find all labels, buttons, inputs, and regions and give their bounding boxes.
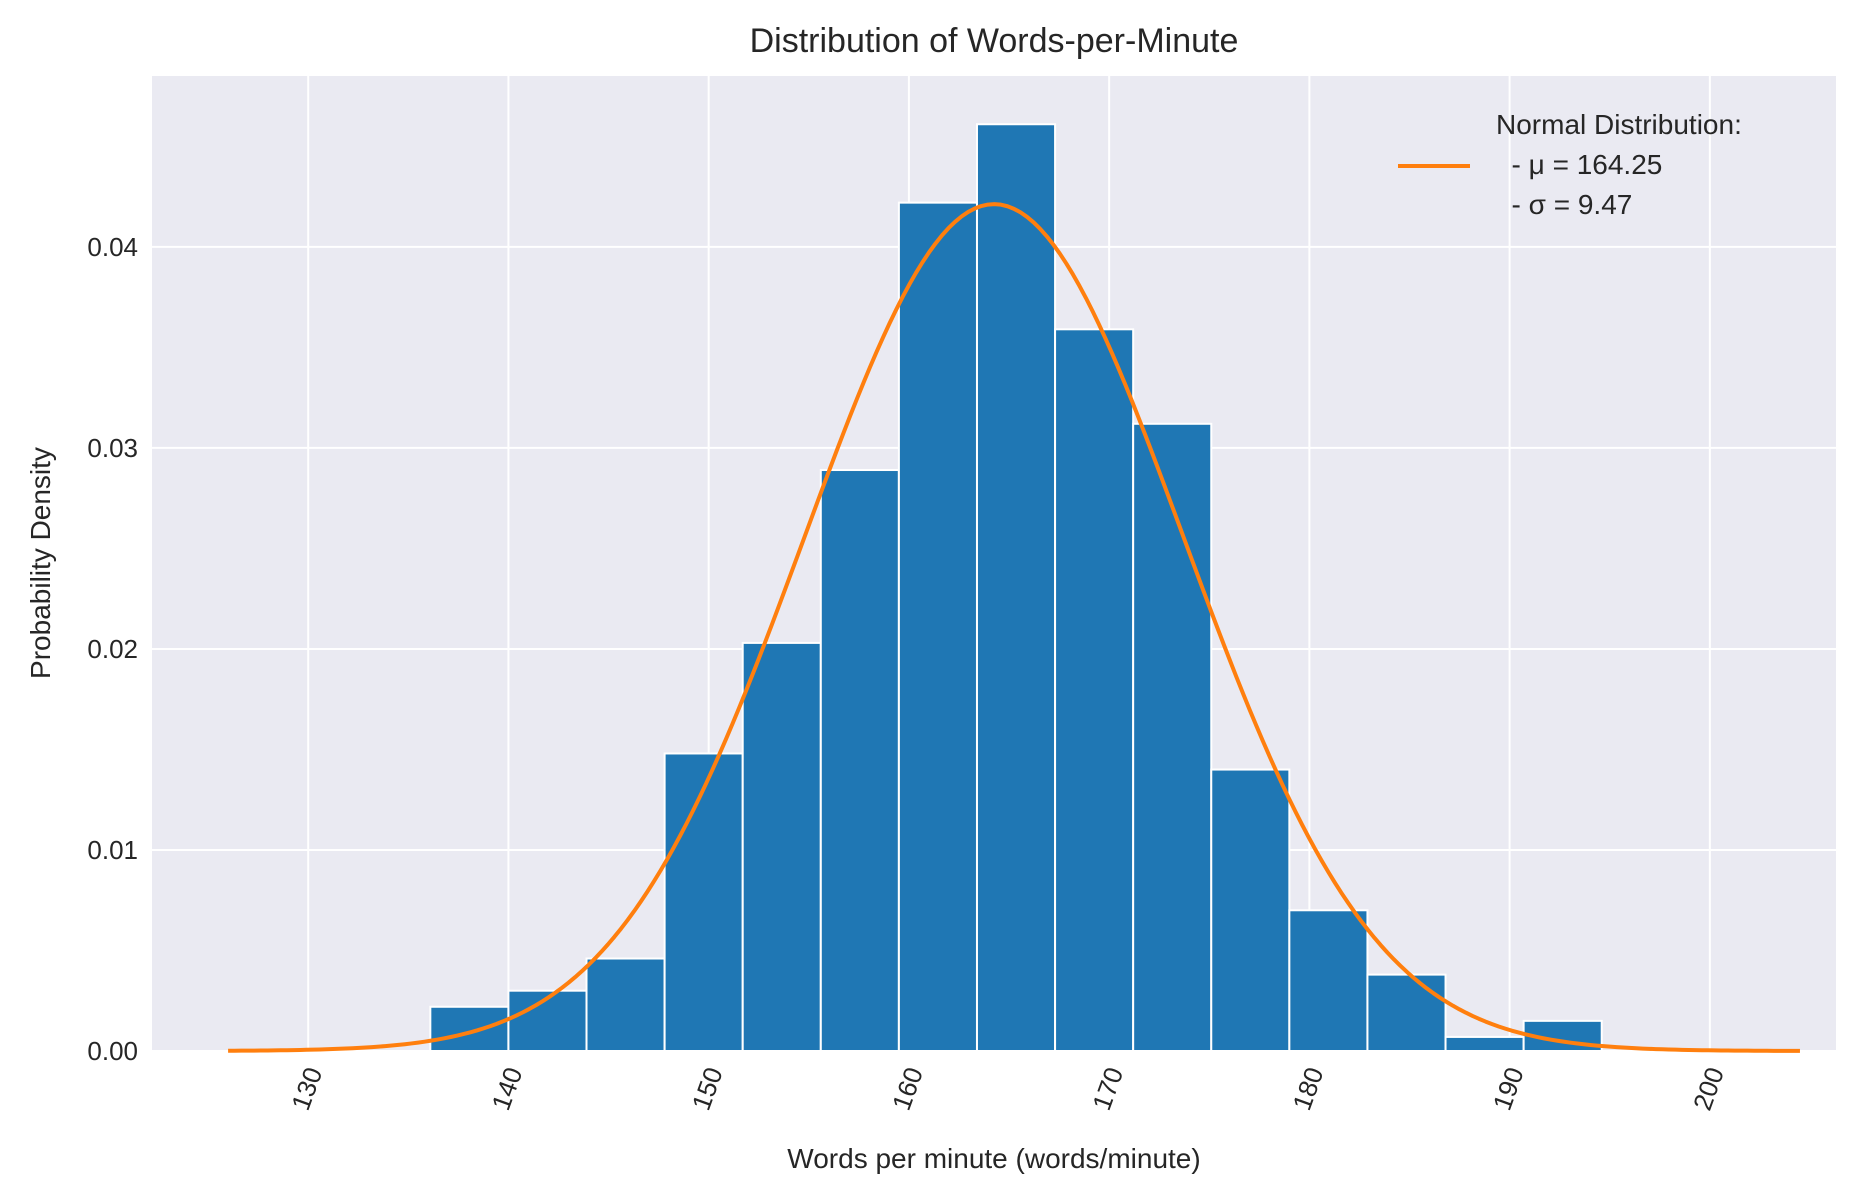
histogram-bar — [819, 469, 900, 1052]
y-tick-label: 0.01 — [87, 835, 138, 865]
x-tick-label: 170 — [1086, 1063, 1129, 1114]
x-tick-label: 160 — [886, 1063, 929, 1114]
x-axis-title: Words per minute (words/minute) — [787, 1143, 1200, 1174]
chart-title: Distribution of Words-per-Minute — [750, 22, 1239, 60]
y-tick-label: 0.03 — [87, 433, 138, 463]
x-tick-label: 180 — [1286, 1063, 1329, 1114]
histogram-bar — [507, 989, 588, 1053]
x-tick-label: 190 — [1487, 1063, 1530, 1114]
x-tick-label: 140 — [485, 1063, 528, 1114]
y-tick-label: 0.02 — [87, 634, 138, 664]
legend-sigma-line: - σ = 9.47 — [1496, 189, 1632, 220]
histogram-bar — [1132, 422, 1213, 1052]
histogram-bar — [975, 123, 1057, 1052]
y-tick-label: 0.00 — [87, 1036, 138, 1066]
y-tick-label: 0.04 — [87, 232, 138, 262]
histogram-bar — [585, 957, 666, 1052]
histogram-bar — [429, 1005, 510, 1052]
x-tick-label: 150 — [686, 1063, 729, 1114]
x-tick-label: 200 — [1687, 1063, 1730, 1114]
histogram-bar — [1054, 328, 1135, 1053]
y-tick-labels: 0.00 0.01 0.02 0.03 0.04 — [87, 232, 138, 1066]
histogram-bar — [1288, 909, 1369, 1052]
legend-title-line: Normal Distribution: — [1496, 109, 1742, 140]
x-tick-label: 130 — [285, 1063, 328, 1114]
histogram-bar — [1444, 1035, 1525, 1053]
normal-distribution-curve — [228, 202, 1800, 1053]
legend: Normal Distribution: - μ = 164.25 - σ = … — [1398, 109, 1742, 220]
y-axis-title: Probability Density — [25, 447, 56, 679]
histogram-bar — [1366, 973, 1447, 1053]
histogram-bar — [1210, 768, 1291, 1052]
legend-mu-line: - μ = 164.25 — [1496, 149, 1662, 180]
histogram-bars — [429, 123, 1603, 1053]
x-tick-labels: 130 140 150 160 170 180 190 200 — [285, 1063, 1730, 1114]
histogram-bar — [663, 752, 744, 1053]
histogram-bar — [897, 201, 978, 1053]
histogram-bar — [741, 641, 822, 1052]
